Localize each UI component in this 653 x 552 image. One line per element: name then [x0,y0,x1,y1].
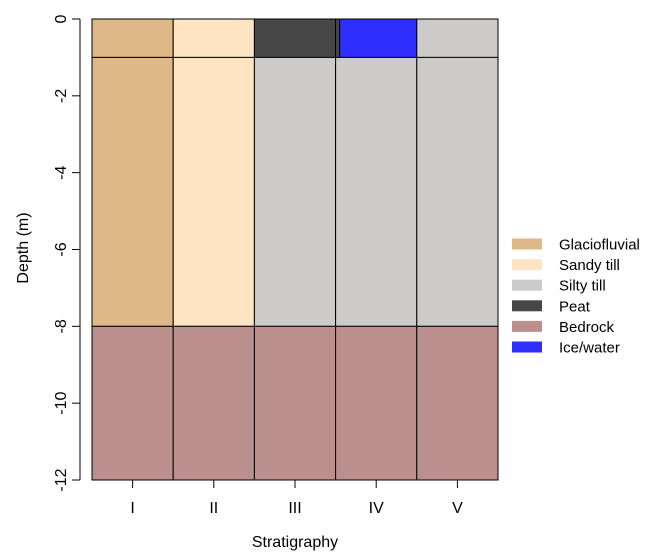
x-tick-label: IV [369,500,384,517]
legend-swatch [512,300,542,312]
legend-label: Peat [559,298,591,315]
layer-cell-iv-silty-till [335,56,418,327]
layer-cell-ii-sandy-till [172,18,255,58]
layer-cell-ii-sandy-till [172,56,255,327]
layer-cell-iii-bedrock [253,325,337,481]
x-tick-label: III [288,500,301,517]
layer-cell-i-bedrock [91,325,174,481]
legend-label: Glaciofluvial [559,237,640,254]
layer-cell-v-silty-till [416,56,499,327]
y-tick-label: -8 [53,319,70,333]
y-tick-label: -2 [53,89,70,103]
x-tick-label: V [452,500,463,517]
layer-cell-iii-silty-till [253,56,337,327]
y-tick-label: 0 [53,14,70,23]
layer-cell-iii-peat [253,18,337,58]
layer-cell-ii-bedrock [172,325,255,481]
x-axis-label: Stratigraphy [252,534,338,551]
y-tick-label: -6 [53,242,70,256]
x-axis: I II III IV V [130,480,463,517]
legend-swatch [512,320,542,332]
legend-label: Silty till [559,278,606,295]
legend-label: Sandy till [559,257,620,274]
legend: Glaciofluvial Sandy till Silty till Peat Bed… [512,237,640,357]
x-tick-label: I [130,500,134,517]
legend-swatch [512,341,542,353]
y-tick-label: -12 [53,468,70,491]
plot-area [91,18,499,481]
layer-cell-i-glaciofluvial [91,18,174,58]
legend-label: Ice/water [559,340,620,357]
layer-cell-v-silty-till [416,18,499,58]
y-tick-label: -10 [53,392,70,415]
layer-cell-i-glaciofluvial [91,56,174,327]
x-tick-label: II [209,500,218,517]
y-axis: 0 -2 -4 -6 -8 -10 -12 [53,14,81,492]
legend-swatch [512,259,542,271]
legend-swatch [512,238,542,250]
legend-label: Bedrock [559,319,615,336]
layer-cell-v-bedrock [416,325,499,481]
y-tick-label: -4 [53,165,70,179]
legend-swatch [512,279,542,291]
layer-cell-iv-bedrock [335,325,418,481]
layer-cell-iv-ice-water [339,18,418,58]
y-axis-label: Depth (m) [15,212,32,283]
layer-cell-iv-peat [335,18,341,58]
